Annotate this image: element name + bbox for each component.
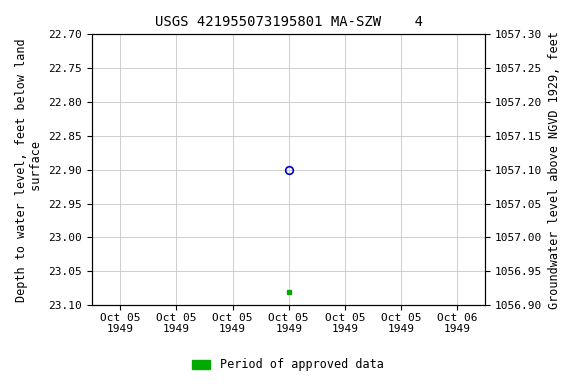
Title: USGS 421955073195801 MA-SZW    4: USGS 421955073195801 MA-SZW 4	[155, 15, 423, 29]
Y-axis label: Depth to water level, feet below land
 surface: Depth to water level, feet below land su…	[15, 38, 43, 301]
Legend: Period of approved data: Period of approved data	[188, 354, 388, 376]
Y-axis label: Groundwater level above NGVD 1929, feet: Groundwater level above NGVD 1929, feet	[548, 31, 561, 309]
